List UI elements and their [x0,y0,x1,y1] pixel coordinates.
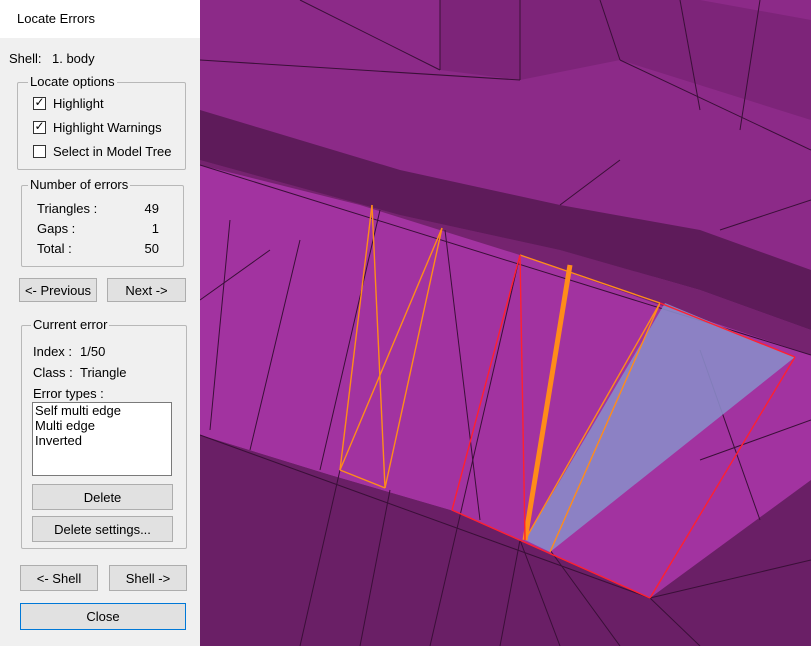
error-types-label: Error types : [33,386,104,401]
class-label: Class : [33,365,73,380]
shell-label: Shell: [9,51,42,66]
gaps-label: Gaps : [37,221,76,236]
mesh-lower-surface [200,435,811,646]
dialog-title: Locate Errors [17,11,96,26]
next-error-button[interactable]: Next -> [107,278,186,302]
check-icon: ✓ [34,119,45,133]
total-label: Total : [37,241,72,256]
error-edges-error [451,254,796,599]
current-error-legend: Current error [31,317,110,332]
triangles-label: Triangles : [37,201,98,216]
list-item[interactable]: Self multi edge [35,403,121,418]
highlight-warnings-label: Highlight Warnings [53,120,162,135]
list-item[interactable]: Multi edge [35,418,95,433]
delete-settings-button[interactable]: Delete settings... [32,516,173,542]
gaps-count: 1 [151,221,159,236]
check-icon: ✓ [34,95,45,109]
close-button[interactable]: Close [20,603,186,630]
previous-error-button[interactable]: <- Previous [19,278,97,302]
error-edges-warning [339,204,661,553]
highlight-label: Highlight [53,96,104,111]
highlight-warnings-checkbox[interactable]: ✓ [33,119,46,134]
locate-errors-dialog: Locate Errors Shell: 1. body Locate opti… [0,0,200,646]
mesh-ridge [200,110,811,330]
mesh-lit-band [200,165,811,598]
delete-button[interactable]: Delete [32,484,173,510]
previous-shell-button[interactable]: <- Shell [20,565,98,591]
select-in-model-tree-label: Select in Model Tree [53,144,172,159]
error-types-list[interactable]: Self multi edge Multi edge Inverted [32,402,172,476]
mesh-edges [199,0,811,646]
total-count: 50 [144,241,159,256]
next-shell-button[interactable]: Shell -> [109,565,187,591]
locate-options-legend: Locate options [28,74,117,89]
list-item[interactable]: Inverted [35,433,82,448]
index-value: 1/50 [80,344,106,359]
inverted-triangle-highlight [525,303,795,552]
index-label: Index : [33,344,73,359]
class-value: Triangle [80,365,127,380]
highlight-checkbox[interactable]: ✓ [33,95,46,110]
triangles-count: 49 [144,201,159,216]
dialog-title-bar: Locate Errors [0,0,200,38]
select-in-model-tree-checkbox[interactable] [33,145,46,158]
mesh-top-band [200,0,811,120]
shell-value: 1. body [52,51,95,66]
number-of-errors-legend: Number of errors [28,177,131,192]
error-edge-multi [522,264,573,541]
